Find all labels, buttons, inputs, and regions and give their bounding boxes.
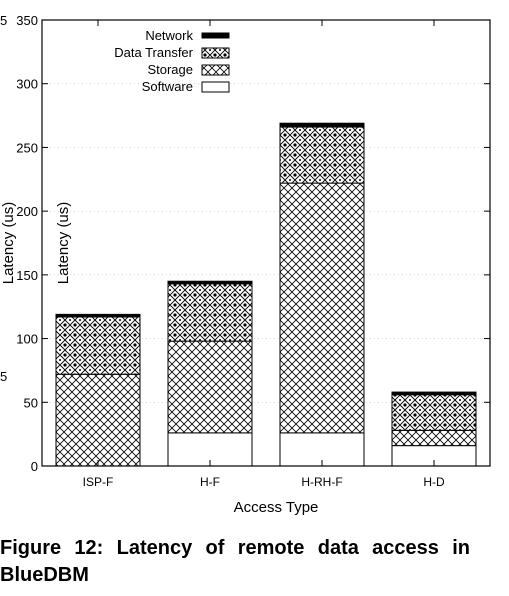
y-axis-title-overlay: Latency (us) xyxy=(55,202,72,285)
y-tick-label: 0 xyxy=(31,459,38,474)
x-axis-title: Access Type xyxy=(234,499,319,516)
bar-segment-data-transfer xyxy=(391,394,477,431)
bar-segment-data-transfer xyxy=(279,126,365,184)
legend-swatch xyxy=(201,64,230,76)
x-tick-label: ISP-F xyxy=(83,475,114,489)
legend-label: Network xyxy=(145,28,193,43)
bar-segment-network xyxy=(55,313,141,318)
y-tick-label: 100 xyxy=(16,332,38,347)
legend-swatch xyxy=(201,81,230,93)
clipped-tick-mid: 5 xyxy=(0,369,7,384)
legend-swatch xyxy=(201,47,230,59)
bar-segment-storage xyxy=(55,373,141,467)
y-tick-label: 200 xyxy=(16,204,38,219)
bar-segment-network xyxy=(391,391,477,396)
x-tick-label: H-RH-F xyxy=(301,475,342,489)
y-tick-label: 300 xyxy=(16,77,38,92)
legend-label: Storage xyxy=(147,62,193,77)
x-tick-label: H-F xyxy=(200,475,220,489)
y-tick-label: 150 xyxy=(16,268,38,283)
plot-frame xyxy=(41,19,491,467)
bar-segment-storage xyxy=(167,340,253,434)
bar-segment-storage xyxy=(279,182,365,434)
y-tick-label: 50 xyxy=(24,395,38,410)
bar-segment-storage xyxy=(391,429,477,447)
bar-segment-network xyxy=(279,122,365,128)
y-ticks: 0 50 100 150 200 250 300 350 xyxy=(16,13,490,474)
legend-swatch xyxy=(201,32,230,39)
x-tick-label: H-D xyxy=(423,475,445,489)
clipped-tick-top: 5 xyxy=(0,13,7,28)
y-axis-title: Latency (us) xyxy=(0,202,17,285)
legend-label: Software xyxy=(142,79,193,94)
legend: Network Data Transfer Storage Software xyxy=(114,28,230,94)
grid-lines xyxy=(42,83,490,403)
legend-label: Data Transfer xyxy=(114,45,193,60)
figure-caption: Figure 12: Latency of remote data access… xyxy=(0,537,470,586)
y-tick-label: 350 xyxy=(16,13,38,28)
bar-segment-network xyxy=(167,280,253,285)
y-tick-label: 250 xyxy=(16,140,38,155)
bar-segment-data-transfer xyxy=(55,316,141,375)
x-ticks: ISP-F H-F H-RH-F H-D xyxy=(83,20,445,489)
bars xyxy=(55,122,477,467)
bar-segment-data-transfer xyxy=(167,283,253,342)
